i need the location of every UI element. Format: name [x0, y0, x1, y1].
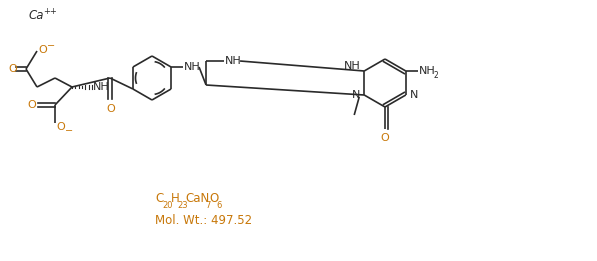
Text: CaN: CaN	[186, 193, 210, 205]
Text: NH: NH	[184, 62, 201, 72]
Text: 2: 2	[433, 72, 438, 80]
Text: N: N	[352, 90, 360, 100]
Text: 20: 20	[162, 200, 173, 210]
Text: NH: NH	[343, 61, 360, 71]
Text: O: O	[27, 100, 36, 110]
Text: NH: NH	[225, 56, 242, 66]
Text: H: H	[171, 193, 179, 205]
Text: NH: NH	[93, 82, 110, 92]
Text: NH: NH	[418, 66, 436, 76]
Text: 6: 6	[216, 200, 221, 210]
Text: C: C	[155, 193, 163, 205]
Text: −: −	[47, 41, 55, 51]
Text: O: O	[381, 133, 389, 143]
Text: O: O	[56, 122, 64, 132]
Text: O: O	[210, 193, 219, 205]
Text: 7: 7	[205, 200, 211, 210]
Text: O: O	[106, 104, 115, 114]
Text: N: N	[410, 90, 418, 100]
Text: −: −	[65, 126, 73, 136]
Text: Ca: Ca	[28, 9, 44, 22]
Text: 23: 23	[177, 200, 188, 210]
Text: O: O	[38, 45, 47, 55]
Text: Mol. Wt.: 497.52: Mol. Wt.: 497.52	[155, 215, 252, 228]
Text: O: O	[8, 64, 17, 74]
Text: ++: ++	[43, 7, 57, 15]
